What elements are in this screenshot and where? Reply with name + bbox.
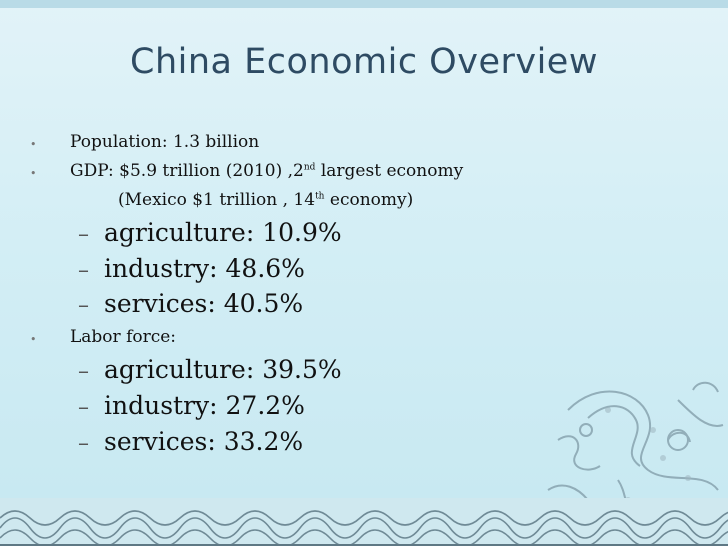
mexico-text-end: economy) [324, 190, 414, 210]
dash-icon: – [78, 222, 89, 247]
gdp-text-end: largest economy [315, 161, 464, 181]
bullet-labor: Labor force: [70, 327, 177, 347]
slide-title: China Economic Overview [130, 42, 598, 82]
gdp-services: services: 40.5% [104, 289, 304, 318]
top-bar [0, 0, 728, 8]
dash-icon: – [78, 395, 89, 420]
mexico-text: (Mexico $1 trillion , 14 [118, 190, 316, 210]
labor-agriculture: agriculture: 39.5% [104, 355, 342, 384]
bullet-gdp: GDP: $5.9 trillion (2010) ,2nd largest e… [70, 161, 463, 181]
gdp-ordinal: nd [303, 162, 316, 173]
gdp-comparison: (Mexico $1 trillion , 14th economy) [118, 190, 413, 210]
dash-icon: – [78, 258, 89, 283]
gdp-agriculture: agriculture: 10.9% [104, 218, 342, 247]
dash-icon: – [78, 431, 89, 456]
bullet-dot: • [30, 333, 37, 346]
bullet-population: Population: 1.3 billion [70, 132, 260, 152]
dash-icon: – [78, 293, 89, 318]
labor-industry: industry: 27.2% [104, 391, 305, 420]
mexico-ordinal: th [315, 191, 325, 202]
bullet-dot: • [30, 167, 37, 180]
dash-icon: – [78, 359, 89, 384]
wave-pattern-border [0, 498, 728, 546]
labor-services: services: 33.2% [104, 427, 304, 456]
gdp-text: GDP: $5.9 trillion (2010) ,2 [70, 161, 304, 181]
bullet-dot: • [30, 138, 37, 151]
gdp-industry: industry: 48.6% [104, 254, 305, 283]
